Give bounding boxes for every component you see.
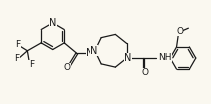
Text: F: F xyxy=(14,54,19,63)
Text: O: O xyxy=(176,27,183,36)
Text: N: N xyxy=(90,46,97,56)
Text: N: N xyxy=(124,53,131,63)
Text: F: F xyxy=(29,60,34,69)
Text: O: O xyxy=(64,63,71,72)
Text: N: N xyxy=(86,48,94,58)
Text: O: O xyxy=(142,68,149,77)
Text: F: F xyxy=(15,40,20,49)
Text: NH: NH xyxy=(158,53,172,62)
Text: N: N xyxy=(49,18,56,28)
